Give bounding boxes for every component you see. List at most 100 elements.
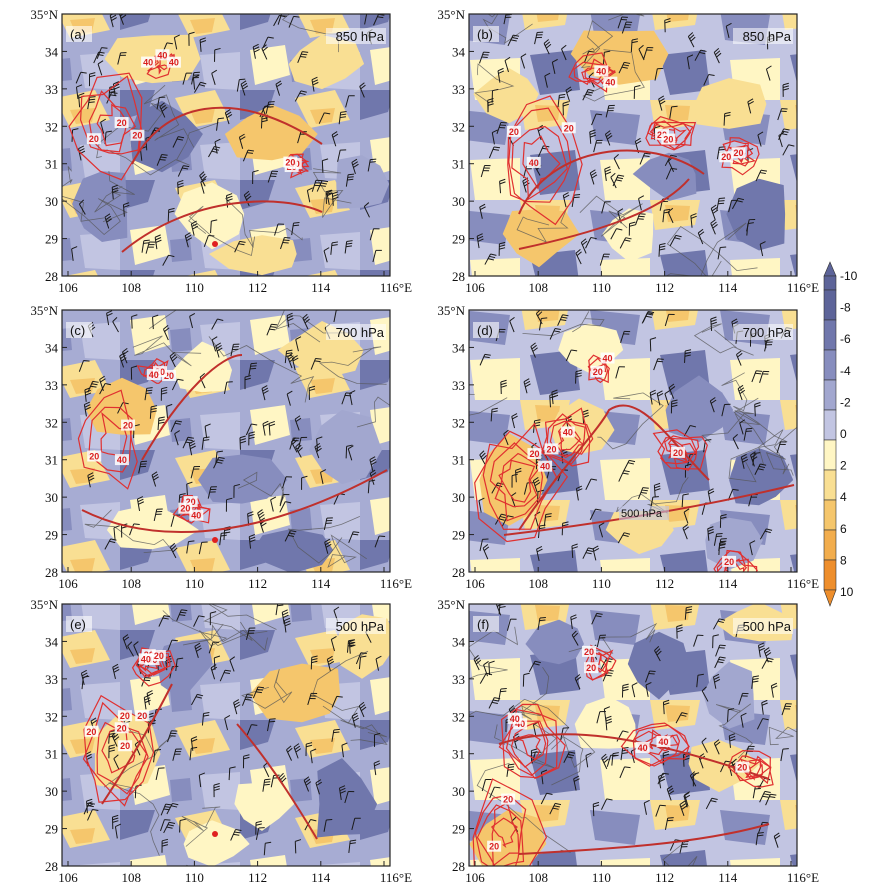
- y-tick-label: 31: [45, 453, 58, 468]
- contour-label: 20: [117, 118, 127, 128]
- precip-contour: [540, 407, 591, 467]
- y-tick-label: 32: [452, 415, 465, 430]
- contour-label: 20: [529, 449, 539, 459]
- x-tick-label: 116°E: [380, 280, 412, 295]
- y-tick-label: 33: [452, 672, 465, 687]
- x-tick-label: 112: [655, 870, 674, 885]
- contour-label: 40: [149, 370, 159, 380]
- shading-region: [473, 68, 539, 124]
- panel-frame: [468, 309, 798, 573]
- shading-region: [252, 528, 334, 572]
- map-panel-b: 204020202040202040(b)850 hPa106108110112…: [437, 7, 819, 295]
- precip-contour: [732, 755, 772, 785]
- y-tick-label: 34: [452, 340, 466, 355]
- contour-label: 20: [120, 741, 130, 751]
- contour-label: 20: [737, 763, 747, 773]
- precip-contour: [510, 721, 547, 768]
- x-tick-label: 106: [58, 576, 78, 591]
- contour-label: 40: [191, 511, 201, 521]
- shading-region: [308, 409, 382, 485]
- y-tick-label: 35°N: [30, 303, 58, 318]
- y-tick-label: 28: [45, 859, 58, 874]
- panel-label: (c): [70, 323, 85, 338]
- precip-contour: [652, 429, 708, 470]
- contour-label: 20: [89, 451, 99, 461]
- contour-label: 40: [510, 714, 520, 724]
- colorbar-segment: [823, 469, 837, 501]
- contour-label: 40: [605, 78, 615, 88]
- x-tick-label: 114: [311, 280, 331, 295]
- x-tick-label: 114: [718, 280, 738, 295]
- panel-label: (b): [477, 27, 493, 42]
- y-tick-label: 28: [452, 859, 465, 874]
- contour-label: 20: [503, 795, 513, 805]
- shading-region: [129, 100, 203, 173]
- contour-label: 40: [169, 58, 179, 68]
- y-tick-label: 34: [452, 634, 466, 649]
- contour-label: 40: [563, 427, 573, 437]
- x-tick-label: 110: [592, 870, 611, 885]
- colorbar-segment: [823, 379, 837, 411]
- x-tick-label: 106: [58, 280, 78, 295]
- y-tick-label: 32: [452, 119, 465, 134]
- colorbar-end-arrow: [823, 261, 837, 277]
- x-tick-label: 116°E: [380, 870, 412, 885]
- y-tick-label: 32: [452, 709, 465, 724]
- y-tick-label: 29: [452, 232, 465, 247]
- x-tick-label: 108: [528, 280, 548, 295]
- precip-contour: [657, 436, 700, 465]
- precip-contour: [77, 389, 138, 490]
- y-tick-label: 35°N: [30, 7, 58, 22]
- contour-label: 20: [489, 842, 499, 852]
- x-tick-label: 116°E: [787, 576, 819, 591]
- colorbar-segment: [823, 529, 837, 561]
- contour-label: 20: [86, 727, 96, 737]
- map-panel-e: 202020402040202020(e)500 hPa106108110112…: [30, 597, 412, 885]
- y-tick-label: 30: [452, 194, 465, 209]
- shading-region: [288, 34, 365, 90]
- panel-frame: [468, 603, 798, 867]
- precip-contour: [650, 120, 688, 144]
- y-tick-label: 35°N: [437, 7, 465, 22]
- colorbar-tick-label: -4: [840, 364, 851, 378]
- contour-label: 20: [564, 123, 574, 133]
- panel-frame: [61, 13, 391, 277]
- station-marker: [212, 241, 218, 247]
- contour-label: 20: [123, 421, 133, 431]
- shading-region: [605, 510, 674, 555]
- colorbar-tick-label: -10: [840, 269, 858, 283]
- shading-region: [502, 209, 580, 268]
- shading-region: [602, 208, 654, 262]
- contour-label: 40: [157, 50, 167, 60]
- pressure-level-label: 500 hPa: [743, 619, 792, 634]
- trough-line-2: [236, 723, 318, 840]
- y-tick-label: 35°N: [30, 597, 58, 612]
- pressure-level-label: 500 hPa: [336, 619, 385, 634]
- shading-region: [627, 631, 690, 700]
- shading-region: [336, 155, 390, 209]
- precip-contour: [482, 422, 558, 530]
- precip-contour: [500, 703, 566, 779]
- shading-region: [525, 619, 584, 665]
- y-tick-label: 33: [452, 378, 465, 393]
- shading-region: [694, 78, 767, 129]
- contour-label: 20: [285, 158, 295, 168]
- shading-region: [173, 341, 232, 393]
- contour-label: 40: [540, 462, 550, 472]
- precip-contour: [88, 90, 137, 153]
- shading-region: [72, 171, 128, 242]
- precip-contour: [724, 560, 745, 572]
- precip-contour: [79, 75, 143, 155]
- panel-label: (d): [477, 323, 493, 338]
- x-tick-label: 108: [121, 280, 141, 295]
- contour-label: 40: [603, 354, 613, 364]
- precip-contour: [649, 122, 692, 150]
- trough-line-1: [498, 733, 770, 780]
- shading-region: [183, 820, 250, 866]
- y-tick-label: 35°N: [437, 597, 465, 612]
- x-tick-label: 108: [528, 576, 548, 591]
- contour-label: 40: [515, 719, 525, 729]
- x-tick-label: 114: [718, 870, 738, 885]
- colorbar-tick-label: 2: [840, 459, 847, 473]
- colorbar-segment: [823, 289, 837, 321]
